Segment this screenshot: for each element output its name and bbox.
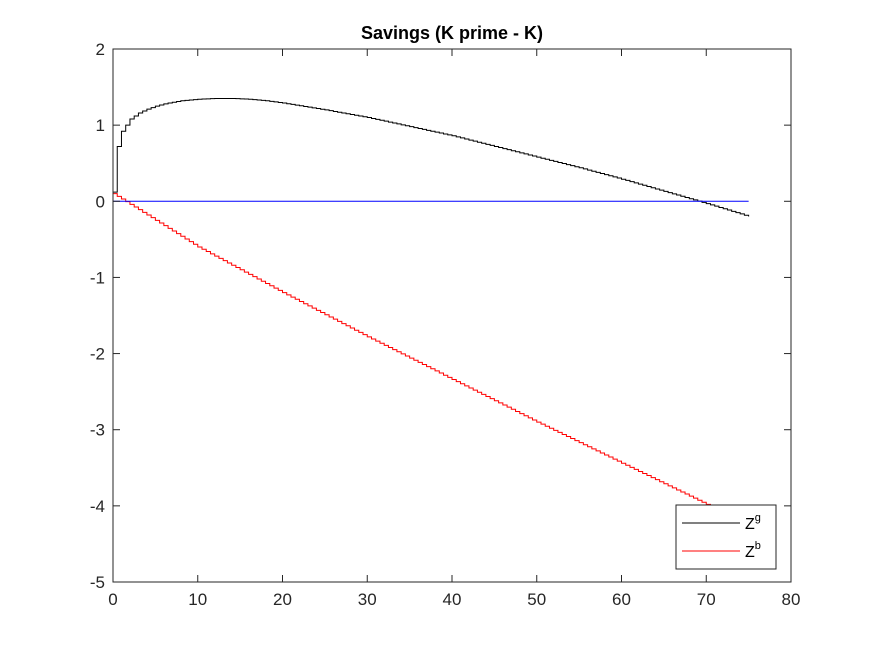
x-tick-label: 80: [782, 590, 801, 609]
plot-area-background: [113, 49, 791, 582]
legend-label-b: Zb: [745, 540, 761, 561]
series-line-z-g: [113, 97, 750, 217]
x-tick-label: 10: [188, 590, 207, 609]
y-tick-label: -1: [90, 268, 105, 287]
y-tick-label: 0: [96, 192, 105, 211]
x-tick-label: 40: [443, 590, 462, 609]
x-tick-label: 70: [697, 590, 716, 609]
legend[interactable]: Zg Zb: [675, 504, 777, 570]
y-tick-label: -5: [90, 573, 105, 592]
x-tick-label: 60: [612, 590, 631, 609]
series-line-z-b: [113, 193, 750, 525]
legend-label-g: Zg: [745, 512, 761, 533]
y-tick-label: -4: [90, 497, 105, 516]
x-tick-label: 20: [273, 590, 292, 609]
y-tick-label: -3: [90, 421, 105, 440]
ticks-layer: 0 10 20 30 40 50 60 70 80 -5 -4 -3 -2 -1 0 1 2: [90, 40, 801, 609]
x-tick-label: 30: [358, 590, 377, 609]
y-tick-label: -2: [90, 345, 105, 364]
x-tick-label: 50: [527, 590, 546, 609]
chart-title: Savings (K prime - K): [361, 23, 543, 43]
series-layer: [113, 97, 750, 525]
y-tick-label: 2: [96, 40, 105, 59]
x-tick-label: 0: [108, 590, 117, 609]
y-tick-label: 1: [96, 116, 105, 135]
legend-box: [675, 504, 777, 570]
